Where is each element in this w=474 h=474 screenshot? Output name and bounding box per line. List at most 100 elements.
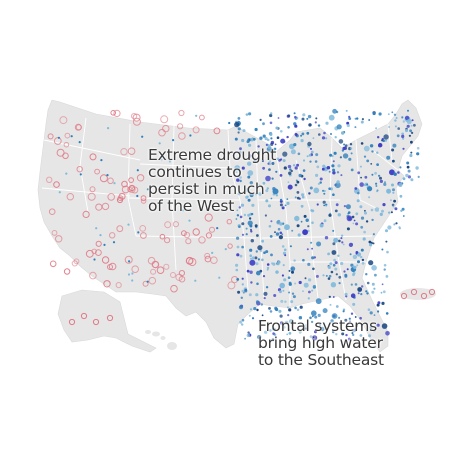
high-water-dot — [78, 141, 81, 144]
high-water-dot — [237, 127, 241, 131]
high-water-dot — [65, 172, 68, 175]
high-water-dot — [350, 312, 354, 315]
high-water-dot — [294, 183, 298, 187]
high-water-dot — [325, 205, 328, 207]
high-water-dot — [321, 167, 325, 171]
high-water-dot — [360, 293, 363, 296]
high-water-dot — [338, 275, 342, 279]
high-water-dot — [348, 115, 351, 118]
drought-ring — [120, 148, 128, 156]
high-water-dot — [247, 198, 251, 202]
drought-ring — [177, 123, 184, 130]
high-water-dot — [268, 168, 271, 171]
high-water-dot — [294, 306, 297, 310]
high-water-dot — [293, 259, 296, 262]
high-water-dot — [283, 278, 287, 282]
high-water-dot — [250, 281, 253, 284]
high-water-dot — [304, 327, 308, 330]
high-water-dot — [404, 115, 410, 121]
high-water-dot — [298, 173, 302, 178]
drought-ring — [116, 196, 124, 204]
high-water-dot — [248, 314, 251, 317]
high-water-dot — [236, 214, 240, 217]
high-water-dot — [241, 166, 245, 170]
high-water-dot — [406, 165, 410, 169]
high-water-dot — [328, 274, 332, 278]
high-water-dot — [381, 283, 384, 286]
high-water-dot — [323, 219, 327, 223]
high-water-dot — [395, 117, 398, 119]
high-water-dot — [349, 253, 352, 256]
drought-ring — [48, 208, 56, 215]
high-water-dot — [253, 307, 257, 311]
high-water-dot — [136, 194, 139, 198]
high-water-dot — [341, 132, 344, 135]
drought-ring — [185, 238, 192, 245]
high-water-dot — [241, 283, 244, 286]
high-water-dot — [314, 160, 318, 163]
high-water-dot — [275, 194, 279, 197]
drought-ring — [428, 288, 436, 296]
high-water-dot — [327, 265, 331, 269]
drought-ring — [49, 260, 57, 268]
high-water-dot — [367, 186, 373, 192]
high-water-dot — [407, 175, 411, 179]
high-water-dot — [361, 285, 364, 288]
high-water-dot — [308, 290, 311, 294]
high-water-dot — [369, 311, 373, 315]
high-water-dot — [365, 273, 368, 276]
high-water-dot — [259, 249, 263, 253]
drought-ring — [131, 113, 138, 120]
drought-ring — [227, 281, 236, 290]
drought-ring — [116, 225, 124, 233]
high-water-dot — [255, 262, 259, 266]
high-water-dot — [410, 151, 413, 154]
high-water-dot — [360, 142, 364, 145]
high-water-dot — [398, 182, 403, 187]
high-water-dot — [363, 230, 366, 234]
drought-ring — [136, 174, 145, 182]
high-water-dot — [409, 153, 413, 158]
high-water-dot — [320, 326, 325, 332]
high-water-dot — [372, 111, 376, 116]
high-water-dot — [241, 245, 244, 249]
high-water-dot — [363, 145, 370, 152]
high-water-dot — [350, 147, 353, 150]
high-water-dot — [353, 265, 357, 270]
high-water-dot — [338, 316, 341, 319]
high-water-dot — [107, 127, 110, 130]
high-water-dot — [410, 124, 413, 127]
drought-ring — [99, 174, 108, 183]
high-water-dot — [347, 337, 351, 341]
high-water-dot — [346, 227, 350, 231]
high-water-dot — [329, 303, 332, 306]
high-water-dot — [289, 319, 294, 324]
high-water-dot — [279, 314, 283, 318]
high-water-dot — [344, 318, 348, 322]
high-water-dot — [392, 159, 395, 163]
high-water-dot — [360, 225, 364, 229]
high-water-dot — [411, 131, 414, 134]
high-water-dot — [249, 254, 252, 257]
drought-ring — [91, 248, 97, 255]
high-water-dot — [364, 209, 366, 212]
drought-ring — [47, 133, 54, 140]
high-water-dot — [287, 181, 290, 184]
high-water-dot — [333, 258, 336, 262]
drought-ring — [140, 198, 147, 204]
high-water-dot — [387, 113, 390, 116]
high-water-dot — [243, 291, 245, 294]
high-water-dot — [408, 134, 411, 137]
high-water-dot — [276, 220, 281, 225]
high-water-dot — [302, 229, 308, 236]
high-water-dot — [296, 308, 300, 312]
high-water-dot — [371, 282, 375, 286]
high-water-dot — [387, 225, 392, 230]
high-water-dot — [239, 179, 242, 183]
high-water-dot — [369, 144, 374, 148]
high-water-dot — [361, 258, 365, 262]
high-water-dot — [288, 308, 292, 312]
high-water-dot — [355, 251, 359, 254]
high-water-dot — [372, 233, 375, 236]
high-water-dot — [311, 247, 313, 250]
